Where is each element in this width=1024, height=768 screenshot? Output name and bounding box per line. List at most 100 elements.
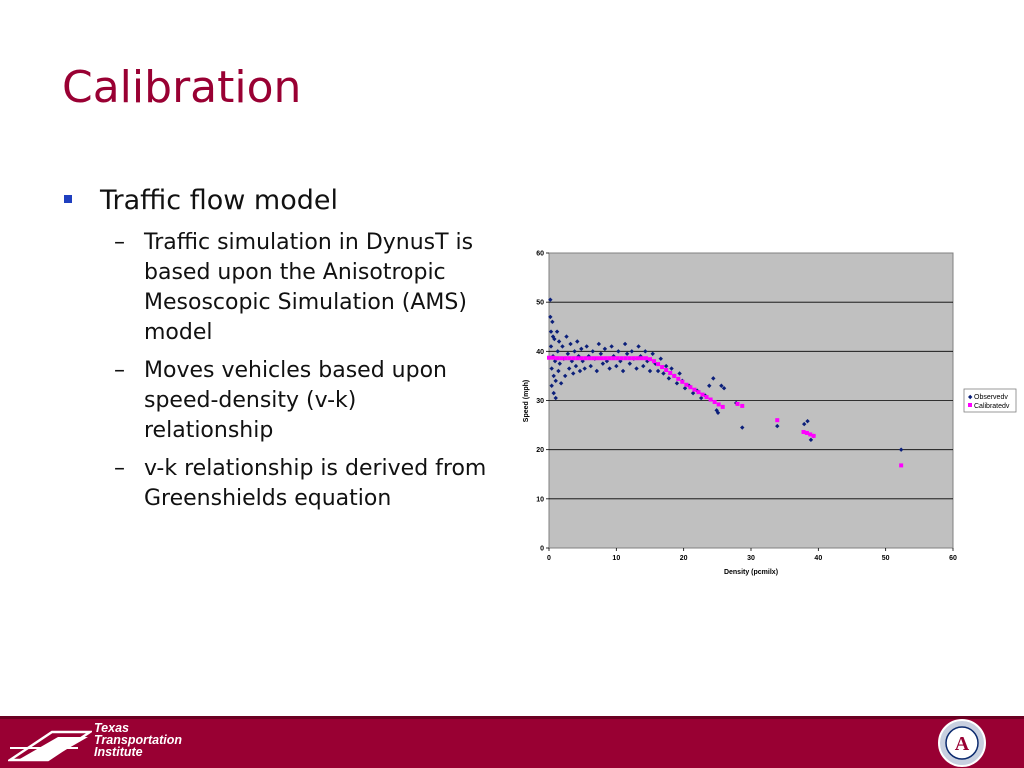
observed-point xyxy=(548,297,553,302)
legend-label-calibrated: Calibratedv xyxy=(974,403,1010,410)
calibrated-point xyxy=(676,376,681,381)
calibrated-point xyxy=(680,379,685,384)
sub-bullet-text: Traffic simulation in DynusT is based up… xyxy=(144,230,474,345)
calibrated-point xyxy=(712,399,717,404)
observed-point xyxy=(711,376,716,381)
sub-bullet-item: – v-k relationship is derived from Green… xyxy=(114,454,502,514)
y-axis-ticks: 0 10 20 30 40 50 60 xyxy=(536,251,549,553)
observed-point xyxy=(558,381,564,386)
observed-point xyxy=(560,344,565,349)
calibrated-point xyxy=(648,357,652,362)
calibrated-point xyxy=(652,359,657,364)
calibrated-point xyxy=(627,356,632,361)
observed-point xyxy=(573,363,579,369)
calibrated-point xyxy=(899,463,904,468)
observed-point xyxy=(579,346,584,352)
legend-label-observed: Observedv xyxy=(974,394,1008,401)
observed-point xyxy=(571,371,576,376)
observed-point xyxy=(647,368,653,374)
calibrated-point xyxy=(559,356,564,361)
calibrated-point xyxy=(575,356,580,361)
calibrated-point xyxy=(643,356,648,361)
calibrated-point xyxy=(668,370,673,375)
chart-legend: Observedv Calibratedv xyxy=(963,388,1017,413)
bullet-text: Traffic flow model xyxy=(100,185,338,216)
sub-bullet-item: – Traffic simulation in DynusT is based … xyxy=(114,228,502,348)
observed-point xyxy=(636,344,641,349)
x-tick-label: 40 xyxy=(814,555,822,562)
bullet-item: Traffic flow model xyxy=(62,184,502,218)
calibrated-point xyxy=(700,392,705,397)
footer-bar: Texas Transportation Institute A xyxy=(0,716,1024,768)
observed-point xyxy=(682,386,688,391)
calibrated-point xyxy=(704,395,709,400)
observed-point xyxy=(666,376,672,381)
x-tick-label: 60 xyxy=(949,555,957,562)
calibrated-point xyxy=(684,382,689,387)
observed-point xyxy=(898,447,904,452)
observed-point xyxy=(582,366,587,371)
slide-title: Calibration xyxy=(62,62,302,113)
y-tick-label: 60 xyxy=(536,251,544,258)
legend-square-icon xyxy=(968,403,972,407)
sub-bullet-list: – Traffic simulation in DynusT is based … xyxy=(114,228,502,514)
calibrated-point xyxy=(696,390,701,395)
tti-logo-text: Texas Transportation Institute xyxy=(94,721,182,759)
tti-logo-icon xyxy=(8,730,92,762)
calibrated-point xyxy=(801,429,806,434)
dash-marker: – xyxy=(114,358,125,383)
observed-point xyxy=(801,421,807,427)
sub-bullet-item: – Moves vehicles based upon speed-densit… xyxy=(114,356,502,446)
speed-density-chart: 0 10 20 30 40 50 60 0 10 20 30 40 50 60 Density (pcm… xyxy=(523,251,1017,576)
calibrated-point xyxy=(595,356,600,361)
observed-point xyxy=(577,368,583,374)
observed-point xyxy=(598,351,604,356)
calibrated-point xyxy=(551,355,556,360)
calibrated-point xyxy=(688,385,693,390)
calibrated-point xyxy=(607,356,612,361)
calibrated-point xyxy=(672,373,677,378)
y-tick-label: 30 xyxy=(536,398,544,405)
calibrated-point xyxy=(716,402,721,407)
observed-point xyxy=(596,341,602,347)
calibrated-point xyxy=(599,356,604,361)
calibrated-point xyxy=(692,387,697,392)
calibrated-point xyxy=(583,356,588,361)
calibrated-point xyxy=(735,401,740,406)
sub-bullet-text: v-k relationship is derived from Greensh… xyxy=(144,456,487,511)
observed-point xyxy=(622,341,628,347)
observed-point xyxy=(584,344,589,349)
y-tick-label: 10 xyxy=(536,496,544,503)
observed-point xyxy=(620,368,626,374)
y-tick-label: 0 xyxy=(540,546,544,553)
calibrated-point xyxy=(639,356,644,361)
calibrated-point xyxy=(708,397,713,402)
calibrated-point xyxy=(603,356,608,361)
calibrated-point xyxy=(567,356,572,361)
chart-gridlines xyxy=(549,301,953,500)
y-tick-label: 20 xyxy=(536,447,544,454)
x-tick-label: 50 xyxy=(882,555,890,562)
calibrated-point xyxy=(591,356,596,361)
bullet-list: Traffic flow model – Traffic simulation … xyxy=(62,184,502,522)
observed-point xyxy=(602,346,608,352)
calibrated-point xyxy=(631,356,636,361)
x-tick-label: 0 xyxy=(547,555,551,562)
observed-point xyxy=(740,425,745,430)
observed-point xyxy=(555,349,560,354)
logo-line: Institute xyxy=(94,745,143,759)
observed-point xyxy=(775,423,780,429)
calibrated-point xyxy=(804,430,809,435)
x-axis-ticks: 0 10 20 30 40 50 60 xyxy=(547,548,957,562)
observed-point xyxy=(808,437,814,443)
logo-line: Texas xyxy=(94,721,129,735)
x-axis-label: Density (pcmilx) xyxy=(724,569,778,576)
y-tick-label: 50 xyxy=(536,300,544,307)
observed-point xyxy=(634,366,639,371)
calibrated-point xyxy=(740,403,745,408)
calibrated-point xyxy=(555,356,560,361)
calibrated-point xyxy=(619,356,624,361)
observed-point xyxy=(661,371,666,376)
calibrated-point xyxy=(808,432,813,437)
calibrated-point xyxy=(775,418,780,423)
